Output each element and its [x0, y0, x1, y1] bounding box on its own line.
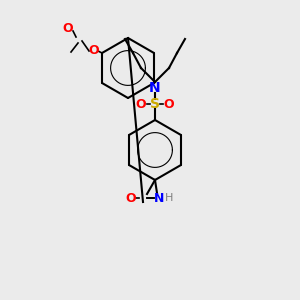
Text: O: O	[136, 98, 146, 110]
Text: N: N	[149, 81, 161, 95]
Text: O: O	[89, 44, 99, 58]
Text: S: S	[150, 97, 160, 111]
Text: N: N	[154, 191, 164, 205]
Text: H: H	[165, 193, 173, 203]
Text: O: O	[164, 98, 174, 110]
Text: O: O	[63, 22, 73, 35]
Text: O: O	[126, 191, 136, 205]
